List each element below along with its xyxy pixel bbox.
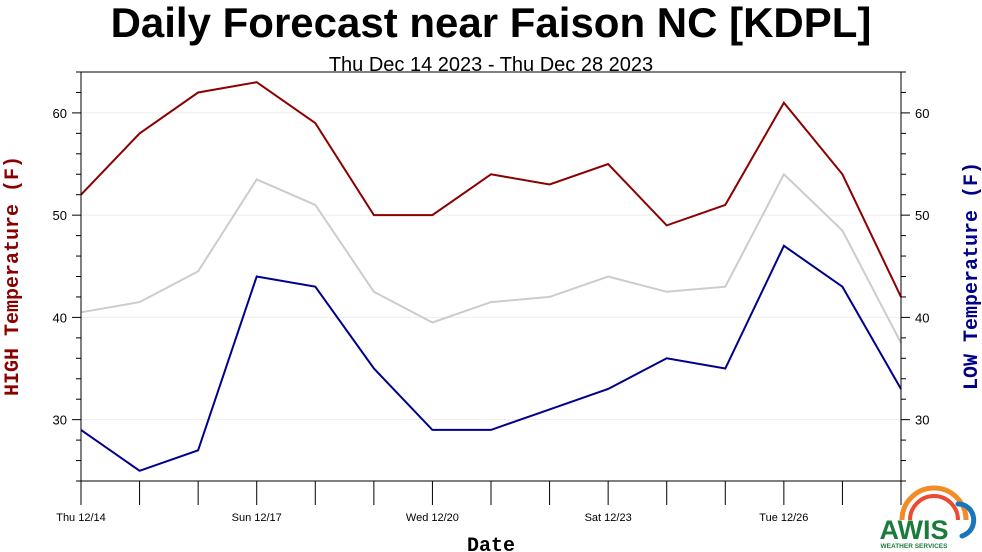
logo-name: AWIS (879, 515, 948, 545)
y-tick-label-right: 50 (915, 208, 929, 223)
awis-logo: AWIS WEATHER SERVICES (879, 485, 976, 550)
y-tick-label-left: 40 (53, 310, 67, 325)
logo-swoosh (955, 501, 976, 539)
y-tick-label-right: 60 (915, 106, 929, 121)
series-line-low (80, 244, 902, 472)
axis-ticks (72, 71, 910, 505)
y-tick-label-left: 50 (53, 208, 67, 223)
x-tick-label: Wed 12/20 (406, 512, 459, 524)
logo-tagline: WEATHER SERVICES (881, 543, 949, 550)
grid (81, 112, 901, 421)
logo-arc-red (908, 494, 960, 521)
x-tick-label: Thu 12/14 (56, 512, 106, 524)
x-tick-label: Sun 12/17 (232, 512, 282, 524)
y-tick-label-right: 30 (915, 413, 929, 428)
x-axis-title: Date (467, 535, 515, 552)
tick-labels: 30 30 40 40 50 50 60 60 Thu 12/14 Sun 12/17 Wed 12… (53, 106, 930, 524)
x-tick-label: Sat 12/23 (585, 512, 632, 524)
x-tick-label: Tue 12/26 (759, 512, 808, 524)
series-line-mean (80, 172, 902, 344)
y-axis-left-title: HIGH Temperature (F) (2, 156, 25, 396)
series-line-high (80, 81, 902, 298)
series-lines (80, 81, 902, 472)
chart-subtitle: Thu Dec 14 2023 - Thu Dec 28 2023 (329, 54, 653, 76)
plot-frame (80, 71, 902, 482)
y-axis-right-title: LOW Temperature (F) (961, 162, 982, 390)
y-tick-label-right: 40 (915, 310, 929, 325)
chart-title: Daily Forecast near Faison NC [KDPL] (111, 0, 872, 46)
y-tick-label-left: 30 (53, 413, 67, 428)
y-tick-label-left: 60 (53, 106, 67, 121)
